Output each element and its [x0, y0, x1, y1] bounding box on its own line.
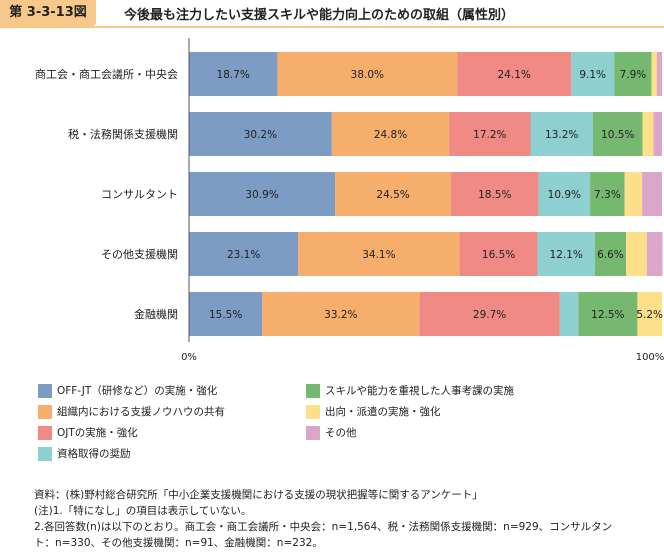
legend-item: OFF-JT（研修など）の実施・強化: [38, 384, 217, 398]
category-label: 金融機関: [134, 307, 178, 321]
bar-segment: [559, 292, 579, 336]
source-notes: 資料：(株)野村総合研究所「中小企業支援機関における支援の現状把握等に関するアン…: [34, 487, 654, 551]
bar-segment: [189, 292, 263, 336]
data-label: 10.9%: [548, 189, 581, 201]
data-label: 30.2%: [244, 129, 277, 141]
data-label: 7.9%: [620, 69, 647, 81]
bar-segment: [189, 172, 336, 216]
note-2: 2.各回答数(n)は以下のとおり。商工会・商工会議所・中央会：n=1,564、税…: [34, 521, 613, 533]
x-tick-label: 0%: [181, 352, 197, 363]
legend-swatch: [38, 447, 52, 461]
legend-item: 組織内における支援ノウハウの共有: [38, 405, 225, 419]
data-label: 13.2%: [545, 129, 578, 141]
x-tick-label: 100%: [636, 352, 664, 363]
data-label: 16.5%: [482, 249, 515, 261]
bar-segment: [614, 52, 652, 96]
data-label: 23.1%: [227, 249, 260, 261]
bar-segment: [571, 52, 615, 96]
legend-label: 組織内における支援ノウハウの共有: [57, 406, 225, 418]
bar-segment: [538, 172, 591, 216]
bar-segment: [262, 292, 420, 336]
data-label: 24.8%: [374, 129, 407, 141]
note-2-continued: ト：n=330、その他支援機関：n=91、金融機関：n=232。: [34, 537, 323, 549]
stacked-bar-chart: 商工会・商工会議所・中央会 18.7% 38.0% 24.1% 9.1% 7.9% 税・法務…: [35, 38, 664, 363]
data-label: 30.9%: [245, 189, 278, 201]
bar-segment: [459, 232, 538, 276]
bar-segment: [594, 232, 627, 276]
legend-item: その他: [306, 426, 357, 440]
bar-segment: [656, 52, 662, 96]
data-label: 15.5%: [209, 309, 242, 321]
data-label: 38.0%: [351, 69, 384, 81]
data-label: 34.1%: [362, 249, 395, 261]
data-label: 6.6%: [597, 249, 624, 261]
bar-segment: [457, 52, 572, 96]
bar-segment: [451, 172, 539, 216]
bar-segment: [189, 232, 299, 276]
category-label: その他支援機関: [101, 247, 178, 261]
data-label: 24.5%: [376, 189, 409, 201]
bar-segment: [419, 292, 560, 336]
bar-segment: [578, 292, 638, 336]
legend-item: 出向・派遣の実施・強化: [306, 405, 441, 419]
bar-segment: [335, 172, 452, 216]
legend-label: スキルや能力を重視した人事考課の実施: [325, 385, 514, 397]
legend-item: 資格取得の奨励: [38, 447, 131, 461]
legend-label: OFF-JT（研修など）の実施・強化: [57, 385, 218, 397]
bar-segment: [626, 232, 647, 276]
data-label: 24.1%: [498, 69, 531, 81]
bar-segment: [646, 232, 663, 276]
bar-segment: [331, 112, 450, 156]
bar-segment: [624, 172, 643, 216]
figure-title: 今後最も注力したい支援スキルや能力向上のための取組（属性別）: [124, 8, 515, 23]
legend-item: OJTの実施・強化: [38, 426, 138, 440]
bar-segment: [449, 112, 531, 156]
data-label: 5.2%: [636, 309, 663, 321]
data-label: 17.2%: [473, 129, 506, 141]
bar-segment: [298, 232, 460, 276]
bar-segment: [590, 172, 625, 216]
data-label: 18.5%: [478, 189, 511, 201]
legend-label: 資格取得の奨励: [57, 448, 131, 460]
legend-item: スキルや能力を重視した人事考課の実施: [306, 384, 514, 398]
bar-segment: [277, 52, 458, 96]
bar-segment: [530, 112, 593, 156]
legend-swatch: [38, 426, 52, 440]
bar-segment: [642, 172, 662, 216]
legend-swatch: [306, 405, 320, 419]
data-label: 9.1%: [579, 69, 606, 81]
bar-segment: [537, 232, 595, 276]
header-rule: [0, 26, 664, 28]
category-label: コンサルタント: [101, 188, 178, 201]
bar-segment: [637, 292, 662, 336]
legend-swatch: [38, 405, 52, 419]
data-label: 18.7%: [217, 69, 250, 81]
data-label: 29.7%: [473, 309, 506, 321]
data-label: 10.5%: [601, 129, 634, 141]
data-label: 12.5%: [591, 309, 624, 321]
data-label: 12.1%: [550, 249, 583, 261]
category-label: 商工会・商工会議所・中央会: [35, 67, 178, 81]
bar-segment: [651, 52, 657, 96]
bar-segment: [189, 112, 332, 156]
data-label: 7.3%: [594, 189, 621, 201]
figure-header: 第 3-3-13図 今後最も注力したい支援スキルや能力向上のための取組（属性別）: [0, 0, 664, 28]
bar-segment: [642, 112, 654, 156]
legend-label: OJTの実施・強化: [57, 427, 138, 439]
bar-segment: [189, 52, 278, 96]
legend-swatch: [38, 384, 52, 398]
legend-swatch: [306, 426, 320, 440]
bar-segment: [592, 112, 643, 156]
note-1: (注)1.「特になし」の項目は表示していない。: [34, 505, 252, 517]
category-label: 税・法務関係支援機関: [68, 127, 178, 141]
legend-swatch: [306, 384, 320, 398]
data-label: 33.2%: [324, 309, 357, 321]
legend-label: その他: [325, 427, 357, 439]
bar-segment: [653, 112, 662, 156]
source-note: 資料：(株)野村総合研究所「中小企業支援機関における支援の現状把握等に関するアン…: [34, 489, 483, 501]
figure-number: 第 3-3-13図: [0, 0, 96, 26]
legend-label: 出向・派遣の実施・強化: [325, 406, 441, 418]
